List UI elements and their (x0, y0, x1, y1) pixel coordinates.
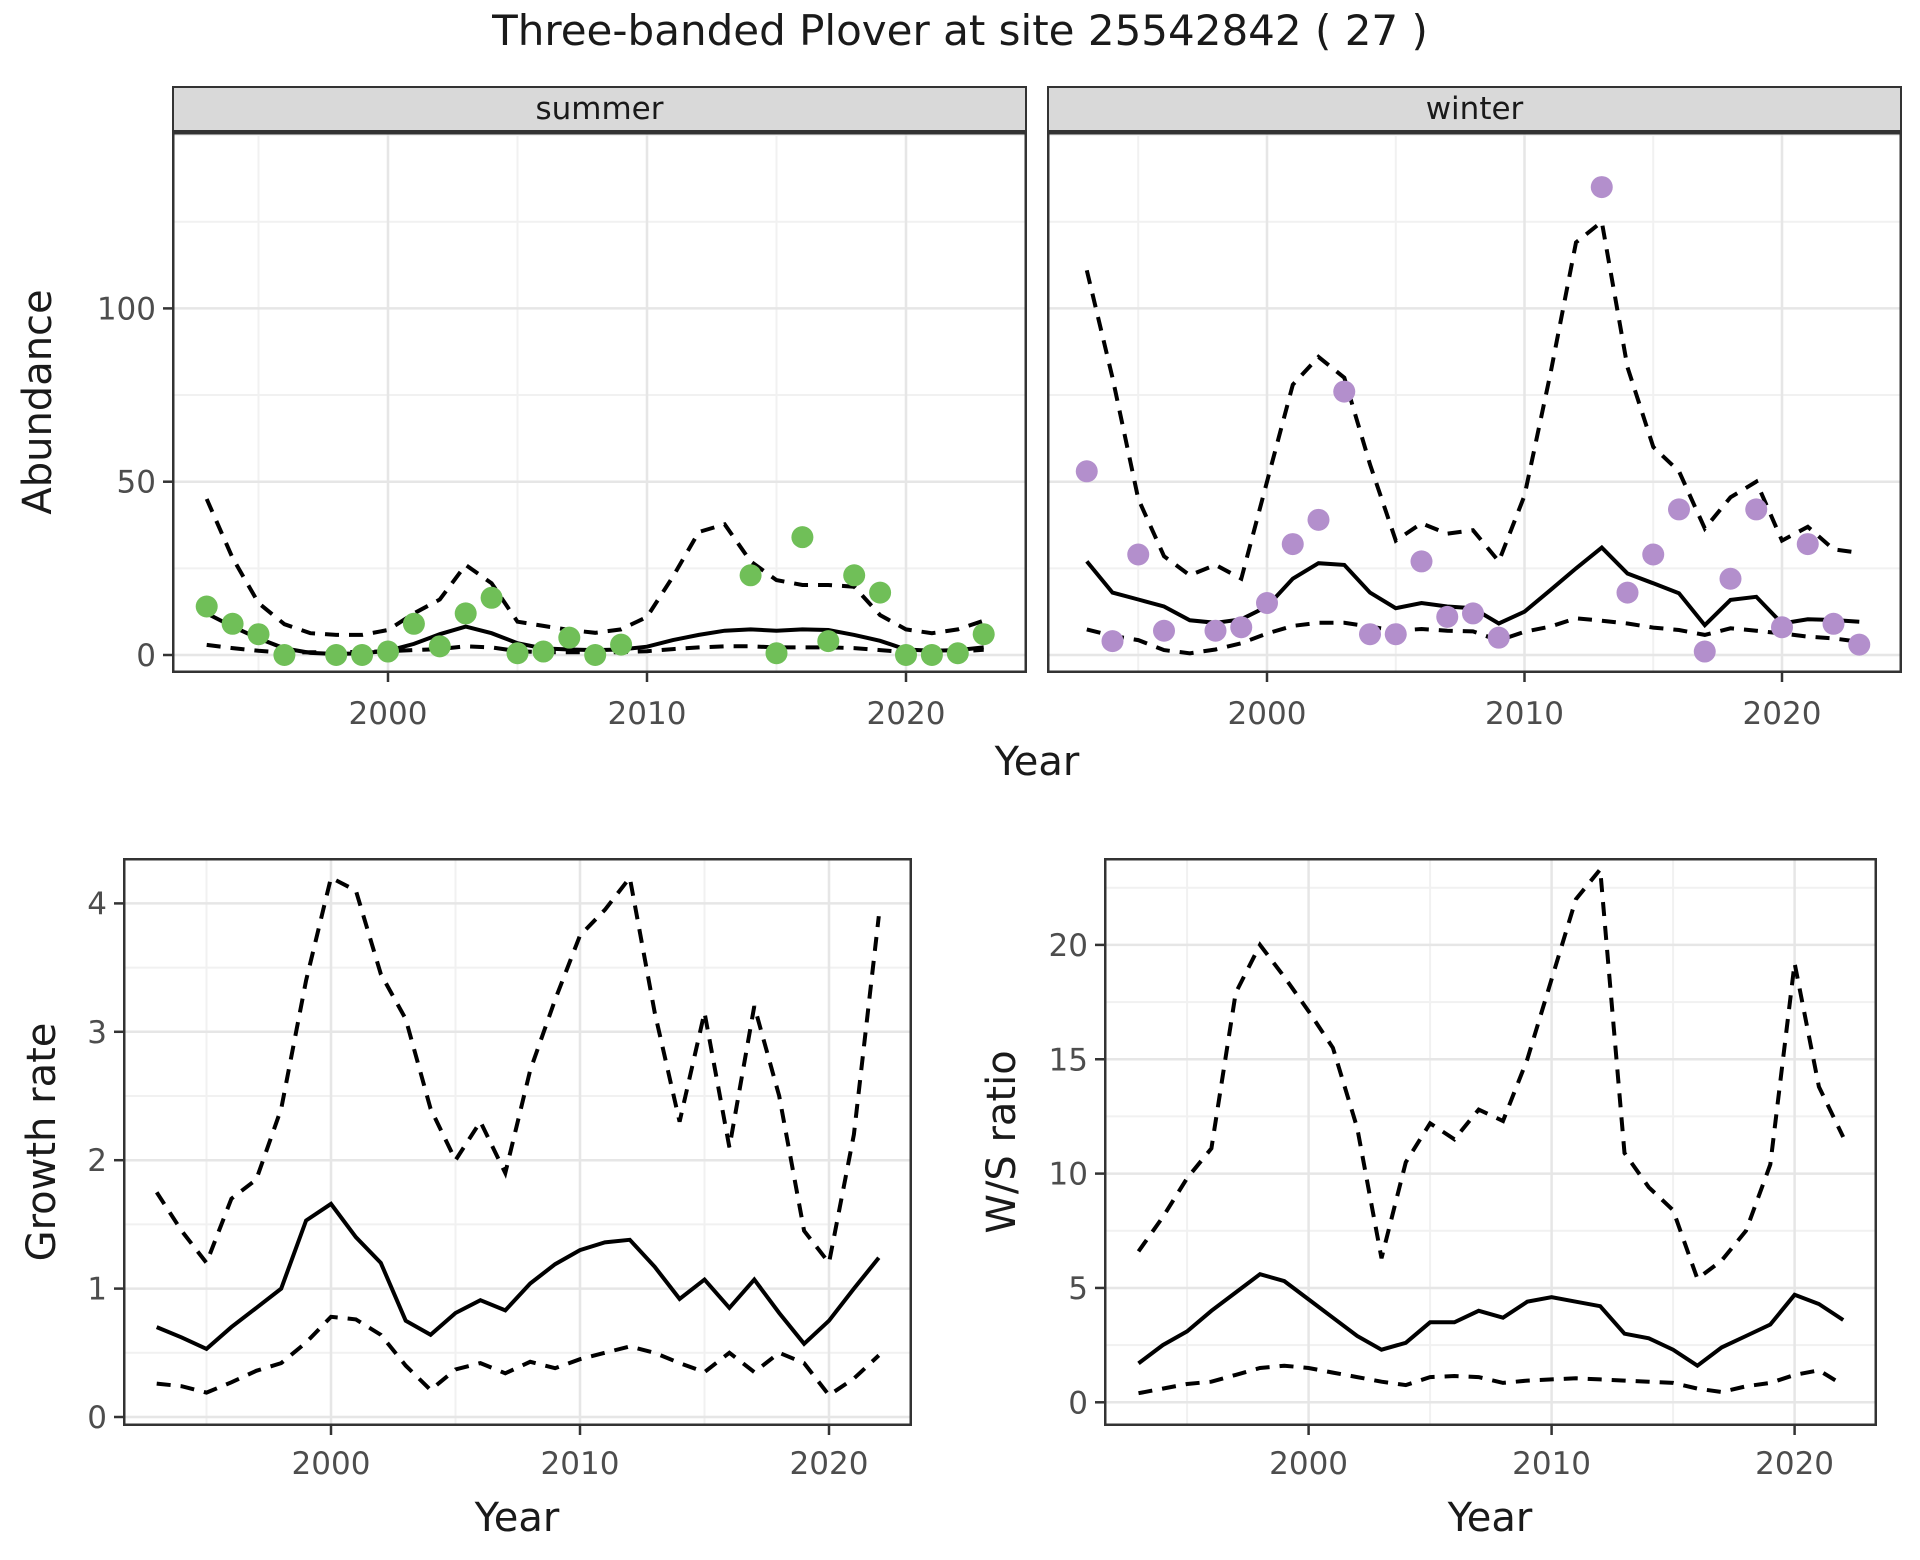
x-axis-title-year-growth: Year (474, 1495, 560, 1541)
facet-strip-summer-label: summer (535, 91, 664, 127)
svg-text:2020: 2020 (867, 696, 946, 732)
svg-text:0: 0 (1068, 1385, 1088, 1421)
svg-text:1: 1 (87, 1272, 107, 1308)
svg-text:2020: 2020 (1755, 1446, 1834, 1482)
svg-text:10: 10 (1049, 1157, 1088, 1193)
svg-text:0: 0 (136, 638, 156, 674)
svg-text:15: 15 (1049, 1042, 1088, 1078)
svg-text:4: 4 (87, 886, 107, 922)
panel-winter (1047, 132, 1902, 673)
svg-text:2010: 2010 (1485, 696, 1564, 732)
y-axis-title-abundance: Abundance (15, 289, 61, 515)
svg-text:0: 0 (87, 1400, 107, 1436)
svg-text:3: 3 (87, 1015, 107, 1051)
abundance-winter-plot (1047, 132, 1902, 673)
growth-rate-plot (123, 858, 912, 1426)
panel-growth (123, 858, 912, 1426)
x-axis-title-year-top: Year (994, 739, 1080, 785)
svg-text:100: 100 (97, 291, 156, 327)
facet-strip-winter-label: winter (1425, 91, 1524, 127)
svg-text:2000: 2000 (292, 1446, 371, 1482)
svg-text:2000: 2000 (349, 696, 428, 732)
x-axis-title-year-ws: Year (1447, 1495, 1533, 1541)
facet-strip-winter: winter (1047, 86, 1902, 132)
svg-text:50: 50 (117, 465, 156, 501)
svg-text:2: 2 (87, 1143, 107, 1179)
svg-text:20: 20 (1049, 928, 1088, 964)
y-axis-title-growth-rate: Growth rate (19, 1022, 65, 1262)
ws-ratio-plot (1104, 858, 1877, 1426)
svg-text:2000: 2000 (1269, 1446, 1348, 1482)
panel-ws (1104, 858, 1877, 1426)
svg-text:5: 5 (1068, 1271, 1088, 1307)
svg-text:2010: 2010 (1512, 1446, 1591, 1482)
panel-summer (172, 132, 1027, 673)
page-title: Three-banded Plover at site 25542842 ( 2… (492, 6, 1428, 55)
svg-text:2010: 2010 (608, 696, 687, 732)
facet-strip-summer: summer (172, 86, 1027, 132)
svg-text:2020: 2020 (1743, 696, 1822, 732)
abundance-summer-plot (172, 132, 1027, 673)
svg-text:2000: 2000 (1228, 696, 1307, 732)
svg-text:2010: 2010 (541, 1446, 620, 1482)
y-axis-title-ws-ratio: W/S ratio (979, 1050, 1025, 1234)
svg-text:2020: 2020 (790, 1446, 869, 1482)
